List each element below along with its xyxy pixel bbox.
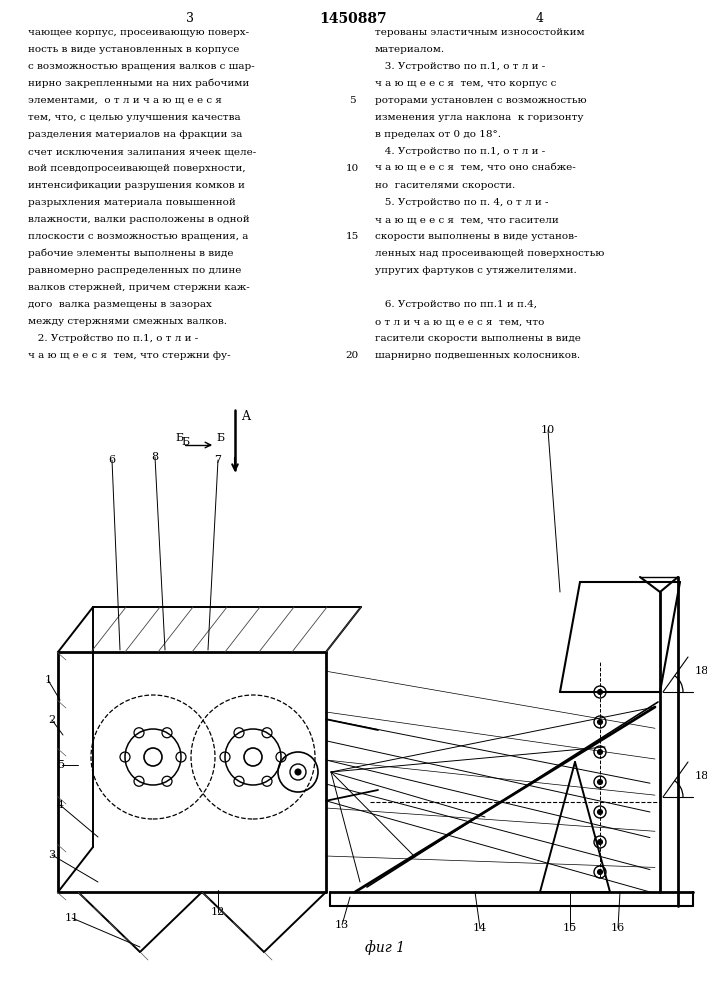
Circle shape xyxy=(597,840,602,844)
Text: ч а ю щ е е с я  тем, что корпус с: ч а ю щ е е с я тем, что корпус с xyxy=(375,79,556,88)
Text: 14: 14 xyxy=(473,923,487,933)
Text: терованы эластичным износостойким: терованы эластичным износостойким xyxy=(375,28,585,37)
Text: материалом.: материалом. xyxy=(375,45,445,54)
Text: фиг 1: фиг 1 xyxy=(365,941,405,955)
Text: элементами,  о т л и ч а ю щ е е с я: элементами, о т л и ч а ю щ е е с я xyxy=(28,96,222,105)
Text: 2. Устройство по п.1, о т л и -: 2. Устройство по п.1, о т л и - xyxy=(28,334,198,343)
Text: 6: 6 xyxy=(108,455,115,465)
Text: Б: Б xyxy=(181,437,189,447)
Text: ч а ю щ е е с я  тем, что стержни фу-: ч а ю щ е е с я тем, что стержни фу- xyxy=(28,351,230,360)
Text: 1: 1 xyxy=(45,675,52,685)
Text: 5. Устройство по п. 4, о т л и -: 5. Устройство по п. 4, о т л и - xyxy=(375,198,549,207)
Text: 3. Устройство по п.1, о т л и -: 3. Устройство по п.1, о т л и - xyxy=(375,62,545,71)
Text: с возможностью вращения валков с шар-: с возможностью вращения валков с шар- xyxy=(28,62,255,71)
Text: 20: 20 xyxy=(346,351,358,360)
Text: счет исключения залипания ячеек щеле-: счет исключения залипания ячеек щеле- xyxy=(28,147,256,156)
Text: роторами установлен с возможностью: роторами установлен с возможностью xyxy=(375,96,587,105)
Circle shape xyxy=(597,780,602,784)
Text: 15: 15 xyxy=(563,923,577,933)
Text: разделения материалов на фракции за: разделения материалов на фракции за xyxy=(28,130,243,139)
Text: гасители скорости выполнены в виде: гасители скорости выполнены в виде xyxy=(375,334,581,343)
Text: о т л и ч а ю щ е е с я  тем, что: о т л и ч а ю щ е е с я тем, что xyxy=(375,317,544,326)
Text: 4. Устройство по п.1, о т л и -: 4. Устройство по п.1, о т л и - xyxy=(375,147,545,156)
Text: 5: 5 xyxy=(59,760,66,770)
Circle shape xyxy=(597,869,602,874)
Text: 4: 4 xyxy=(536,12,544,25)
Text: изменения угла наклона  к горизонту: изменения угла наклона к горизонту xyxy=(375,113,583,122)
Text: 8: 8 xyxy=(151,452,158,462)
Text: нирно закрепленными на них рабочими: нирно закрепленными на них рабочими xyxy=(28,79,250,89)
Text: 10: 10 xyxy=(346,164,358,173)
Text: разрыхления материала повышенной: разрыхления материала повышенной xyxy=(28,198,235,207)
Text: 11: 11 xyxy=(65,913,79,923)
Text: упругих фартуков с утяжелителями.: упругих фартуков с утяжелителями. xyxy=(375,266,577,275)
Text: шарнирно подвешенных колосников.: шарнирно подвешенных колосников. xyxy=(375,351,580,360)
Text: равномерно распределенных по длине: равномерно распределенных по длине xyxy=(28,266,241,275)
Text: Б: Б xyxy=(175,433,183,443)
Text: ч а ю щ е е с я  тем, что оно снабже-: ч а ю щ е е с я тем, что оно снабже- xyxy=(375,164,575,173)
Text: A: A xyxy=(241,410,250,423)
Text: скорости выполнены в виде установ-: скорости выполнены в виде установ- xyxy=(375,232,578,241)
Circle shape xyxy=(597,720,602,724)
Text: ленных над просеивающей поверхностью: ленных над просеивающей поверхностью xyxy=(375,249,604,258)
Text: 3: 3 xyxy=(49,850,56,860)
Text: 3: 3 xyxy=(186,12,194,25)
Text: тем, что, с целью улучшения качества: тем, что, с целью улучшения качества xyxy=(28,113,240,122)
Circle shape xyxy=(597,750,602,754)
Text: 18°: 18° xyxy=(695,771,707,781)
Text: 4: 4 xyxy=(57,800,64,810)
Text: чающее корпус, просеивающую поверх-: чающее корпус, просеивающую поверх- xyxy=(28,28,249,37)
Text: в пределах от 0 до 18°.: в пределах от 0 до 18°. xyxy=(375,130,501,139)
Text: 10: 10 xyxy=(541,425,555,435)
Text: 13: 13 xyxy=(335,920,349,930)
Text: 5: 5 xyxy=(349,96,356,105)
Circle shape xyxy=(597,690,602,694)
Text: 6. Устройство по пп.1 и п.4,: 6. Устройство по пп.1 и п.4, xyxy=(375,300,537,309)
Text: интенсификации разрушения комков и: интенсификации разрушения комков и xyxy=(28,181,245,190)
Text: влажности, валки расположены в одной: влажности, валки расположены в одной xyxy=(28,215,250,224)
Text: между стержнями смежных валков.: между стержнями смежных валков. xyxy=(28,317,227,326)
Text: 18°: 18° xyxy=(695,666,707,676)
Text: 7: 7 xyxy=(214,455,221,465)
Text: ность в виде установленных в корпусе: ность в виде установленных в корпусе xyxy=(28,45,240,54)
Text: плоскости с возможностью вращения, а: плоскости с возможностью вращения, а xyxy=(28,232,248,241)
Text: Б: Б xyxy=(216,433,224,443)
Text: 1450887: 1450887 xyxy=(319,12,387,26)
Text: валков стержней, причем стержни каж-: валков стержней, причем стержни каж- xyxy=(28,283,250,292)
Circle shape xyxy=(597,810,602,814)
Text: 15: 15 xyxy=(346,232,358,241)
Text: вой псевдопросеивающей поверхности,: вой псевдопросеивающей поверхности, xyxy=(28,164,245,173)
Text: 16: 16 xyxy=(611,923,625,933)
Circle shape xyxy=(295,769,301,775)
Text: 12: 12 xyxy=(211,907,225,917)
Text: дого  валка размещены в зазорах: дого валка размещены в зазорах xyxy=(28,300,212,309)
Text: но  гасителями скорости.: но гасителями скорости. xyxy=(375,181,515,190)
Text: рабочие элементы выполнены в виде: рабочие элементы выполнены в виде xyxy=(28,249,233,258)
Text: 2: 2 xyxy=(49,715,56,725)
Text: ч а ю щ е е с я  тем, что гасители: ч а ю щ е е с я тем, что гасители xyxy=(375,215,559,224)
